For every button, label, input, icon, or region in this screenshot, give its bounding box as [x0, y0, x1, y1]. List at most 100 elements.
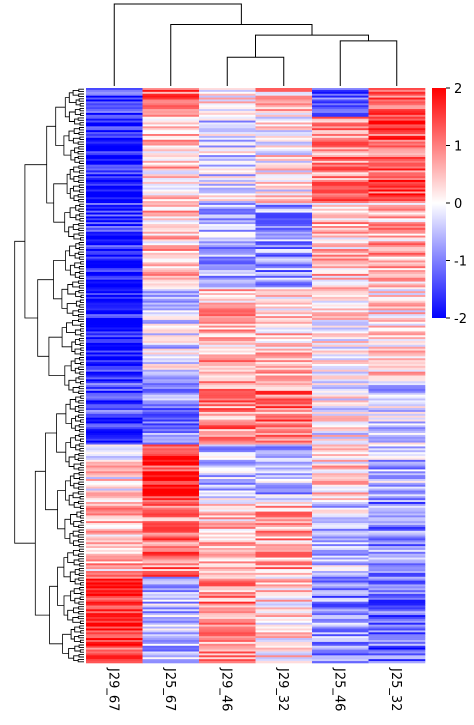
dendrogram-branch [78, 93, 84, 97]
heatmap-cell [199, 149, 256, 152]
heatmap-cell [86, 335, 143, 338]
heatmap-cell [312, 415, 369, 418]
heatmap-cell [142, 183, 200, 187]
dendrogram-branch [339, 40, 398, 86]
heatmap-cell [142, 486, 200, 489]
heatmap-cell [86, 285, 143, 288]
heatmap-cell [86, 155, 143, 158]
dendrogram-branch [78, 208, 84, 212]
heatmap-cell [86, 172, 143, 175]
heatmap-cell [142, 128, 200, 131]
heatmap-cell [368, 534, 426, 537]
heatmap-cell [86, 603, 143, 606]
heatmap-cell [255, 480, 313, 484]
heatmap-cell [199, 569, 256, 572]
heatmap-cell [86, 112, 143, 116]
heatmap-cell [199, 214, 256, 217]
heatmap-cell [368, 417, 426, 420]
heatmap-cell [142, 206, 200, 210]
heatmap-cell [86, 381, 143, 384]
heatmap-cell [368, 191, 426, 194]
heatmap-cell [142, 325, 200, 328]
heatmap-cell [86, 490, 143, 493]
heatmap-cell [368, 162, 426, 165]
dendrogram-branch [78, 539, 84, 543]
heatmap-cell [86, 289, 143, 292]
heatmap-cell [199, 657, 256, 660]
heatmap-cell [312, 411, 369, 415]
heatmap-cell [199, 195, 256, 198]
heatmap-cell [142, 224, 200, 227]
heatmap-cell [86, 287, 143, 290]
heatmap-cell [199, 335, 256, 338]
heatmap-cell [312, 626, 369, 629]
heatmap-cell [368, 640, 426, 643]
heatmap-cell [312, 643, 369, 647]
heatmap-cell [312, 149, 369, 152]
heatmap-cell [199, 342, 256, 346]
heatmap-cell [312, 364, 369, 367]
heatmap-cell [142, 306, 200, 309]
heatmap-cell [142, 379, 200, 382]
heatmap-cell [142, 157, 200, 160]
heatmap-cell [368, 429, 426, 432]
heatmap-cell [142, 400, 200, 403]
heatmap-cell [368, 166, 426, 169]
heatmap-cell [255, 99, 313, 102]
heatmap-cell [86, 611, 143, 614]
heatmap-cell [255, 126, 313, 129]
heatmap-cell [142, 319, 200, 323]
heatmap-cell [255, 360, 313, 363]
heatmap-cell [86, 572, 143, 576]
heatmap-cell [368, 626, 426, 629]
heatmap-cell [255, 643, 313, 647]
heatmap-cell [312, 638, 369, 641]
heatmap-cell [199, 325, 256, 328]
heatmap-cell [368, 206, 426, 210]
heatmap-cell [86, 383, 143, 386]
heatmap-cell [199, 264, 256, 267]
heatmap-cell [199, 661, 256, 664]
dendrogram-branch [78, 654, 84, 658]
heatmap-cell [368, 465, 426, 468]
heatmap-cell [86, 532, 143, 535]
heatmap-cell [368, 233, 426, 236]
heatmap-cell [368, 266, 426, 269]
heatmap-cell [312, 298, 369, 302]
dendrogram-branch [64, 365, 72, 386]
heatmap-cell [142, 122, 200, 125]
heatmap-cell [142, 254, 200, 257]
heatmap-cell [199, 526, 256, 530]
heatmap-cell [86, 630, 143, 633]
heatmap-cell [368, 605, 426, 608]
heatmap-cell [199, 231, 256, 234]
dendrogram-branch [80, 419, 84, 423]
heatmap-cell [86, 649, 143, 652]
heatmap-cell [312, 584, 369, 587]
heatmap-cell [312, 279, 369, 282]
heatmap-cell [312, 576, 369, 579]
heatmap-cell [312, 425, 369, 428]
heatmap-cell [199, 595, 256, 599]
dendrogram-branch [78, 313, 84, 318]
heatmap-cell [312, 490, 369, 493]
heatmap-cell [199, 456, 256, 459]
dendrogram-branch [78, 280, 84, 284]
heatmap-cell [142, 164, 200, 167]
dendrogram-branch [56, 413, 66, 453]
heatmap-cell [142, 599, 200, 602]
heatmap-cell [255, 170, 313, 173]
heatmap-cell [368, 421, 426, 424]
heatmap-cell [86, 325, 143, 328]
heatmap-cell [142, 549, 200, 553]
heatmap-cell [255, 195, 313, 198]
heatmap-cell [312, 632, 369, 635]
heatmap-cell [368, 617, 426, 620]
heatmap-cell [199, 365, 256, 369]
heatmap-cell [312, 503, 369, 507]
dendrogram-branch [70, 437, 76, 448]
heatmap-cell [86, 157, 143, 160]
heatmap-cell [255, 91, 313, 95]
heatmap-cell [86, 601, 143, 604]
heatmap-cell [142, 166, 200, 169]
